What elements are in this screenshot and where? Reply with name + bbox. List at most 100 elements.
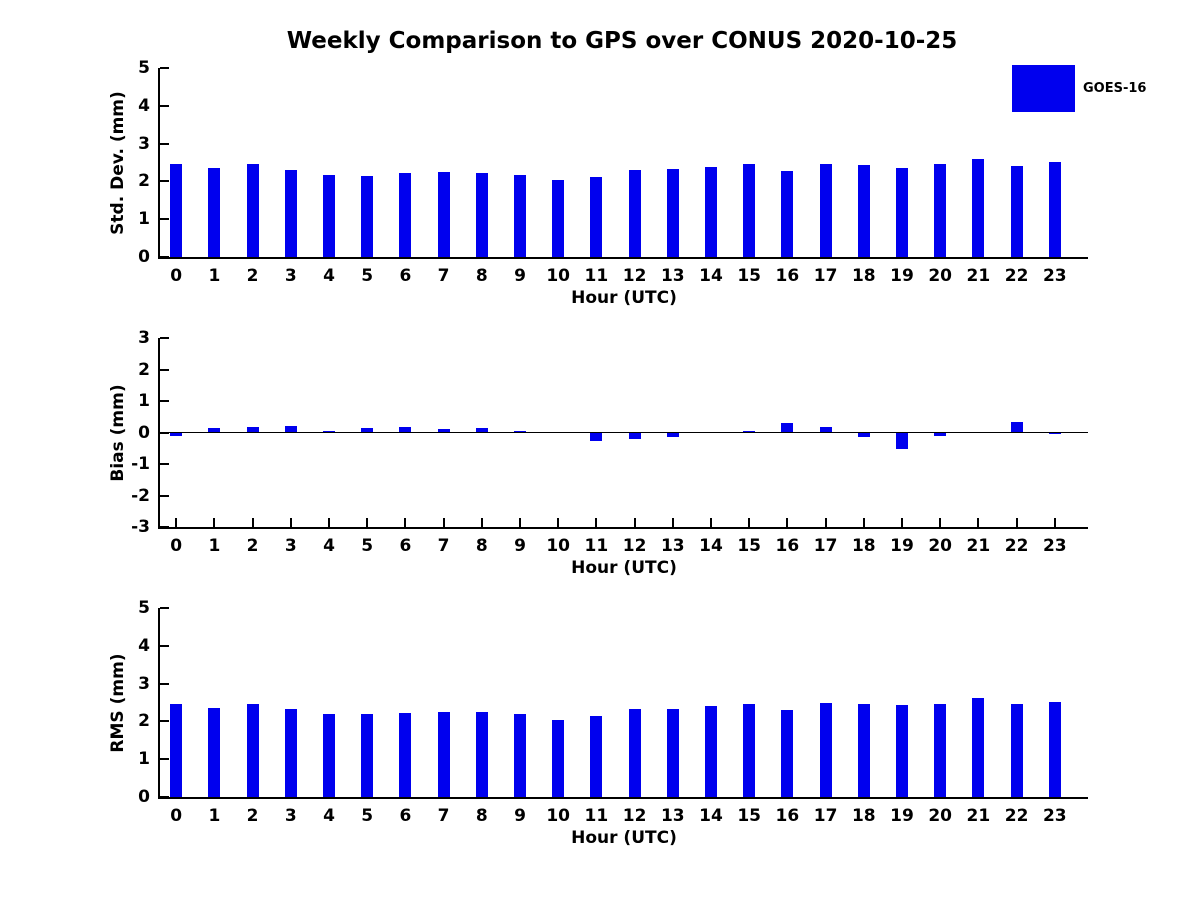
y-tick-label: 0 bbox=[138, 422, 150, 443]
y-tick-label: 0 bbox=[138, 247, 150, 267]
x-tick-label: 3 bbox=[284, 806, 297, 826]
x-tick-label: 15 bbox=[737, 536, 762, 556]
x-tick-label: 2 bbox=[246, 266, 259, 286]
x-tick-label: 14 bbox=[699, 536, 723, 556]
x-tick bbox=[328, 518, 330, 527]
x-tick bbox=[366, 518, 369, 527]
x-tick-label: 16 bbox=[775, 266, 800, 286]
bar-hour-15 bbox=[743, 164, 756, 257]
x-tick-label: 23 bbox=[1042, 806, 1067, 826]
x-tick bbox=[977, 518, 980, 527]
x-tick-label: 8 bbox=[475, 536, 488, 556]
x-tick-label: 19 bbox=[890, 806, 914, 826]
bar-hour-23 bbox=[1048, 701, 1061, 797]
bar-hour-20 bbox=[934, 164, 947, 257]
x-tick-label: 19 bbox=[890, 536, 914, 556]
bar-hour-6 bbox=[399, 712, 412, 797]
x-tick-label: 11 bbox=[584, 536, 609, 556]
x-tick-label: 21 bbox=[966, 536, 991, 556]
bar-hour-13 bbox=[666, 168, 679, 257]
bar-hour-20 bbox=[934, 432, 947, 436]
x-tick bbox=[901, 518, 903, 527]
y-tick bbox=[160, 142, 169, 145]
y-tick bbox=[160, 104, 169, 107]
y-tick-label: 3 bbox=[138, 673, 150, 694]
y-tick-label: 4 bbox=[138, 95, 150, 116]
x-tick-label: 16 bbox=[775, 536, 800, 556]
legend-label: GOES-16 bbox=[1083, 81, 1147, 96]
y-tick-label: 2 bbox=[138, 359, 150, 380]
bar-hour-10 bbox=[552, 179, 565, 257]
x-tick-label: 9 bbox=[514, 806, 526, 826]
bar-hour-17 bbox=[819, 163, 832, 257]
y-tick-label: 3 bbox=[138, 133, 150, 154]
y-tick-label: -1 bbox=[131, 454, 150, 474]
x-tick-label: 16 bbox=[775, 806, 800, 826]
x-tick-label: 2 bbox=[246, 536, 259, 556]
bar-hour-0 bbox=[170, 163, 183, 257]
bar-hour-15 bbox=[743, 431, 756, 433]
bar-hour-17 bbox=[819, 702, 832, 797]
x-tick-label: 3 bbox=[284, 536, 297, 556]
y-tick-label: 5 bbox=[138, 58, 150, 78]
x-tick-label: 15 bbox=[737, 806, 762, 826]
bar-hour-19 bbox=[896, 705, 908, 797]
x-tick-label: 21 bbox=[966, 806, 991, 826]
bar-hour-5 bbox=[361, 175, 374, 257]
x-tick-label: 6 bbox=[399, 266, 412, 286]
bar-hour-11 bbox=[590, 715, 603, 797]
x-tick-label: 18 bbox=[851, 806, 876, 826]
bar-hour-3 bbox=[284, 426, 297, 433]
y-tick bbox=[160, 758, 169, 761]
x-tick-label: 9 bbox=[514, 266, 526, 286]
x-tick-label: 22 bbox=[1004, 536, 1029, 556]
y-tick bbox=[160, 218, 169, 221]
bar-hour-17 bbox=[819, 426, 832, 433]
y-tick-label: -2 bbox=[131, 485, 150, 506]
bar-hour-7 bbox=[437, 171, 450, 257]
x-tick-label: 10 bbox=[546, 806, 571, 826]
bar-hour-16 bbox=[781, 710, 794, 797]
bar-hour-4 bbox=[323, 430, 335, 433]
y-tick-label: 2 bbox=[138, 171, 150, 192]
bar-hour-2 bbox=[246, 164, 259, 257]
x-tick bbox=[939, 518, 942, 527]
x-tick bbox=[633, 518, 636, 527]
x-tick bbox=[289, 518, 292, 527]
bar-hour-0 bbox=[170, 703, 183, 797]
bar-hour-2 bbox=[246, 704, 259, 797]
x-axis-label: Hour (UTC) bbox=[571, 288, 677, 308]
bar-hour-18 bbox=[857, 432, 870, 437]
zero-line bbox=[160, 431, 1088, 434]
x-tick-label: 6 bbox=[399, 536, 412, 556]
bar-hour-0 bbox=[170, 432, 183, 436]
bar-hour-13 bbox=[666, 708, 679, 797]
x-tick bbox=[748, 518, 751, 527]
bar-hour-14 bbox=[705, 706, 717, 797]
x-tick-label: 5 bbox=[361, 806, 374, 826]
x-tick-label: 11 bbox=[584, 266, 609, 286]
x-tick-label: 8 bbox=[475, 266, 488, 286]
x-tick-label: 7 bbox=[437, 806, 450, 826]
x-tick-label: 15 bbox=[737, 266, 762, 286]
y-tick bbox=[160, 256, 169, 258]
bar-hour-4 bbox=[323, 174, 335, 257]
bar-hour-16 bbox=[781, 170, 794, 257]
bar-hour-10 bbox=[552, 719, 565, 797]
bar-hour-21 bbox=[972, 159, 985, 257]
y-tick-label: 1 bbox=[138, 391, 150, 411]
bar-hour-8 bbox=[475, 428, 488, 433]
y-tick bbox=[160, 368, 169, 371]
bar-hour-3 bbox=[284, 708, 297, 797]
bar-hour-1 bbox=[208, 428, 221, 433]
x-tick bbox=[786, 518, 789, 527]
y-tick bbox=[160, 644, 169, 647]
x-tick-label: 17 bbox=[813, 806, 838, 826]
x-tick-label: 18 bbox=[851, 536, 876, 556]
bar-hour-23 bbox=[1048, 432, 1061, 435]
y-tick-label: 5 bbox=[138, 598, 150, 618]
bar-hour-21 bbox=[972, 698, 985, 797]
bar-hour-19 bbox=[896, 432, 908, 449]
x-tick-label: 1 bbox=[208, 806, 221, 826]
